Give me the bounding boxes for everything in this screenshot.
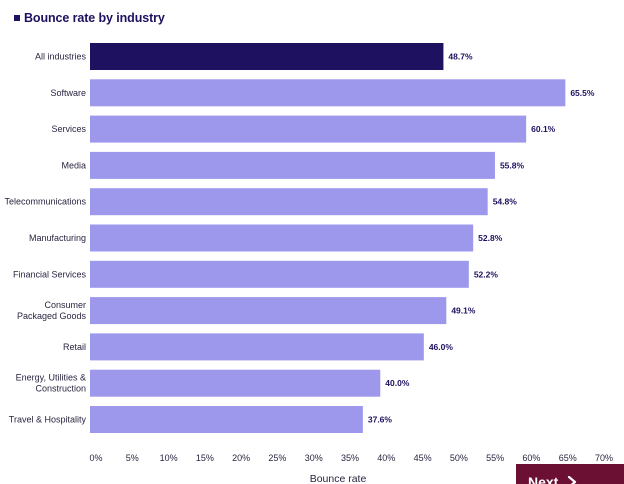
category-label-9: Energy, Utilities & Construction	[16, 373, 86, 394]
category-label-5: Manufacturing	[29, 233, 86, 243]
x-tick-label-11: 55%	[486, 453, 504, 463]
value-label-7: 49.1%	[451, 306, 476, 316]
bar-5	[90, 224, 474, 252]
x-tick-label-14: 70%	[595, 453, 613, 463]
chart-title: Bounce rate by industry	[24, 11, 165, 25]
value-label-2: 60.1%	[531, 124, 556, 134]
category-label-line: Retail	[63, 342, 86, 352]
category-label-line: Services	[51, 124, 86, 134]
bar-9	[90, 369, 381, 397]
value-label-0: 48.7%	[448, 52, 473, 62]
x-tick-label-12: 60%	[522, 453, 540, 463]
category-label-2: Services	[51, 124, 86, 134]
category-label-7: Consumer Packaged Goods	[17, 300, 87, 321]
value-label-6: 52.2%	[474, 269, 499, 279]
x-tick-label-4: 20%	[232, 453, 250, 463]
x-tick-label-13: 65%	[559, 453, 577, 463]
value-label-4: 54.8%	[493, 197, 518, 207]
category-label-line: Consumer	[44, 300, 86, 310]
value-labels-group: 48.7% 65.5% 60.1% 55.8% 54.8% 52.8% 52.2% 49.1%…	[368, 52, 595, 425]
category-label-line: Packaged Goods	[17, 311, 87, 321]
x-tick-label-1: 5%	[126, 453, 139, 463]
x-tick-label-5: 25%	[268, 453, 286, 463]
category-label-4: Telecommunications	[4, 197, 86, 207]
category-label-line: Energy, Utilities &	[16, 373, 86, 383]
bar-1	[90, 79, 566, 107]
x-tick-label-7: 35%	[341, 453, 359, 463]
x-axis-title: Bounce rate	[310, 473, 367, 484]
next-button-label: Next	[528, 474, 559, 484]
bar-8	[90, 333, 424, 361]
x-tick-label-2: 10%	[160, 453, 178, 463]
category-label-line: Financial Services	[13, 269, 87, 279]
category-label-10: Travel & Hospitality	[9, 415, 87, 425]
bar-0	[90, 43, 444, 70]
category-label-line: Manufacturing	[29, 233, 86, 243]
value-label-9: 40.0%	[385, 378, 410, 388]
bar-3	[90, 151, 495, 179]
x-tick-label-10: 50%	[450, 453, 468, 463]
chart-title-row: Bounce rate by industry	[14, 9, 165, 27]
category-label-1: Software	[50, 88, 86, 98]
next-button-content: Next	[528, 474, 578, 484]
category-label-3: Media	[61, 160, 86, 170]
bars-group	[90, 43, 566, 433]
category-label-0: All industries	[35, 52, 87, 62]
next-button[interactable]: Next	[516, 464, 624, 484]
x-tick-label-3: 15%	[196, 453, 214, 463]
x-tick-label-0: 0%	[89, 453, 102, 463]
value-label-3: 55.8%	[500, 160, 525, 170]
category-labels-group: All industries Software Services Media Telec…	[4, 52, 86, 425]
value-label-8: 46.0%	[429, 342, 454, 352]
title-marker-icon	[14, 15, 20, 21]
bar-7	[90, 297, 447, 325]
value-label-1: 65.5%	[570, 88, 595, 98]
category-label-line: Telecommunications	[4, 197, 86, 207]
category-label-8: Retail	[63, 342, 86, 352]
category-label-line: Software	[50, 88, 86, 98]
x-tick-label-6: 30%	[305, 453, 323, 463]
x-tick-label-8: 40%	[377, 453, 395, 463]
value-label-10: 37.6%	[368, 415, 393, 425]
category-label-line: All industries	[35, 52, 87, 62]
chevron-right-icon	[568, 476, 577, 484]
x-axis-ticks-group: 0% 5% 10% 15% 20% 25% 30% 35% 40% 45% 50% 55% 60% 65%…	[89, 453, 613, 463]
bar-10	[90, 406, 363, 433]
value-label-5: 52.8%	[478, 233, 503, 243]
category-label-line: Media	[61, 160, 86, 170]
bar-4	[90, 188, 488, 216]
bar-6	[90, 260, 469, 288]
category-label-6: Financial Services	[13, 269, 87, 279]
x-tick-label-9: 45%	[414, 453, 432, 463]
category-label-line: Construction	[35, 384, 86, 394]
category-label-line: Travel & Hospitality	[9, 415, 87, 425]
bar-2	[90, 115, 527, 143]
